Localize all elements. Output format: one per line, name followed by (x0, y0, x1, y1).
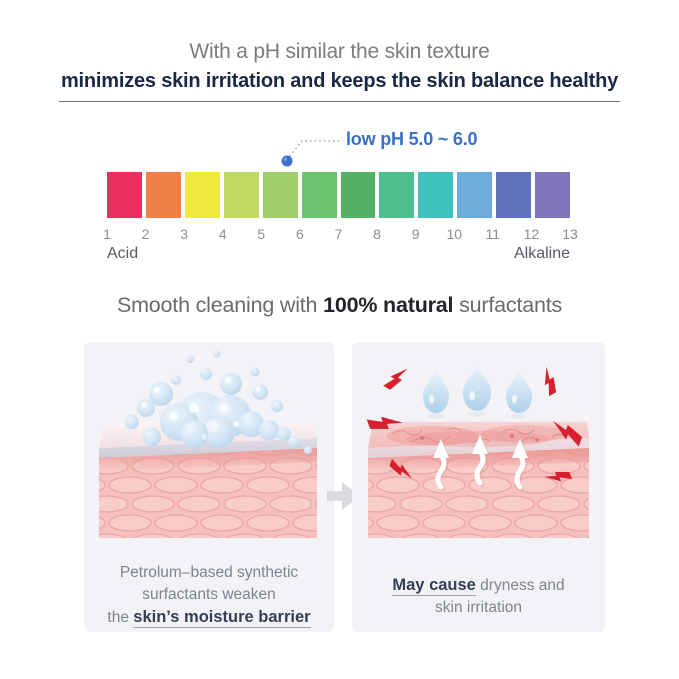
lightning-bolts-icon (366, 366, 583, 482)
ph-segment (184, 172, 220, 218)
ph-tick-label: 10 (446, 226, 463, 242)
ph-segment (457, 172, 493, 218)
ph-tick-label: 13 (562, 226, 578, 242)
caption-after-line1-rest: dryness and (475, 576, 565, 594)
ph-segment (496, 172, 532, 218)
bubble-highlights (141, 377, 261, 440)
caption-before-line1: Petrolum–based synthetic (119, 563, 299, 581)
ph-callout-label: low pH 5.0 ~ 6.0 (346, 129, 478, 149)
alkaline-label: Alkaline (513, 245, 570, 262)
ph-tick-label: 7 (334, 226, 343, 242)
acid-label: Acid (107, 245, 139, 262)
caption-before: Petrolum–based synthetic surfactants wea… (84, 562, 334, 629)
foam-bubbles-icon (125, 350, 312, 454)
callout-connector (281, 140, 340, 167)
ph-segment (379, 172, 415, 218)
ph-tick-label: 3 (180, 226, 189, 242)
section-heading-suffix: surfactants (453, 293, 563, 317)
water-drops-icon (423, 365, 532, 419)
header-subtitle: With a pH similar the skin texture (189, 40, 490, 63)
ph-segment (340, 172, 376, 218)
ph-segment (418, 172, 454, 218)
ph-tick-label: 11 (485, 226, 501, 242)
ph-indicator-dot (281, 155, 293, 167)
ph-tick-label: 1 (103, 226, 111, 242)
caption-after-line2: skin irritation (435, 598, 522, 616)
ph-segment (262, 172, 298, 218)
ph-segment (107, 172, 142, 218)
panel-after: May cause dryness and skin irritation (352, 342, 605, 632)
ph-segment (301, 172, 337, 218)
arrow-right-icon (327, 482, 360, 510)
ph-segment (145, 172, 181, 218)
skin-irritation-illustration (366, 365, 589, 538)
ph-tick-label: 5 (257, 226, 266, 242)
section-heading-bold: 100% natural (323, 293, 454, 317)
ph-segment (535, 172, 571, 218)
ph-indicator-dot-highlight (283, 157, 288, 161)
caption-before-line3-bold: skin’s moisture barrier (133, 607, 311, 628)
ph-tick-label: 12 (523, 226, 540, 242)
section-heading-prefix: Smooth cleaning with (116, 293, 324, 317)
caption-before-line2: surfactants weaken (142, 585, 276, 603)
header-title: minimizes skin irritation and keeps the … (0, 70, 679, 102)
ph-tick-row: 1 2 3 4 5 6 7 8 9 10 11 12 13 (103, 226, 578, 242)
ph-tick-label: 2 (141, 226, 150, 242)
moisture-escape-arrows-icon (433, 435, 530, 491)
header-title-text: minimizes skin irritation and keeps the … (58, 70, 621, 102)
ph-tick-label: 8 (373, 226, 381, 242)
ph-tick-label: 6 (296, 226, 304, 242)
skin-foam-illustration (99, 350, 317, 538)
ph-bar (107, 172, 571, 218)
ph-tick-label: 4 (218, 226, 227, 242)
caption-before-line3-prefix: the (107, 608, 134, 626)
ph-segment (223, 172, 259, 218)
section-heading: Smooth cleaning with 100% natural surfac… (0, 293, 679, 318)
panel-before: Petrolum–based synthetic surfactants wea… (84, 342, 334, 632)
caption-after: May cause dryness and skin irritation (352, 574, 605, 619)
ph-tick-label: 9 (411, 226, 420, 242)
caption-after-bold: May cause (392, 575, 476, 596)
dotted-line (286, 140, 340, 161)
